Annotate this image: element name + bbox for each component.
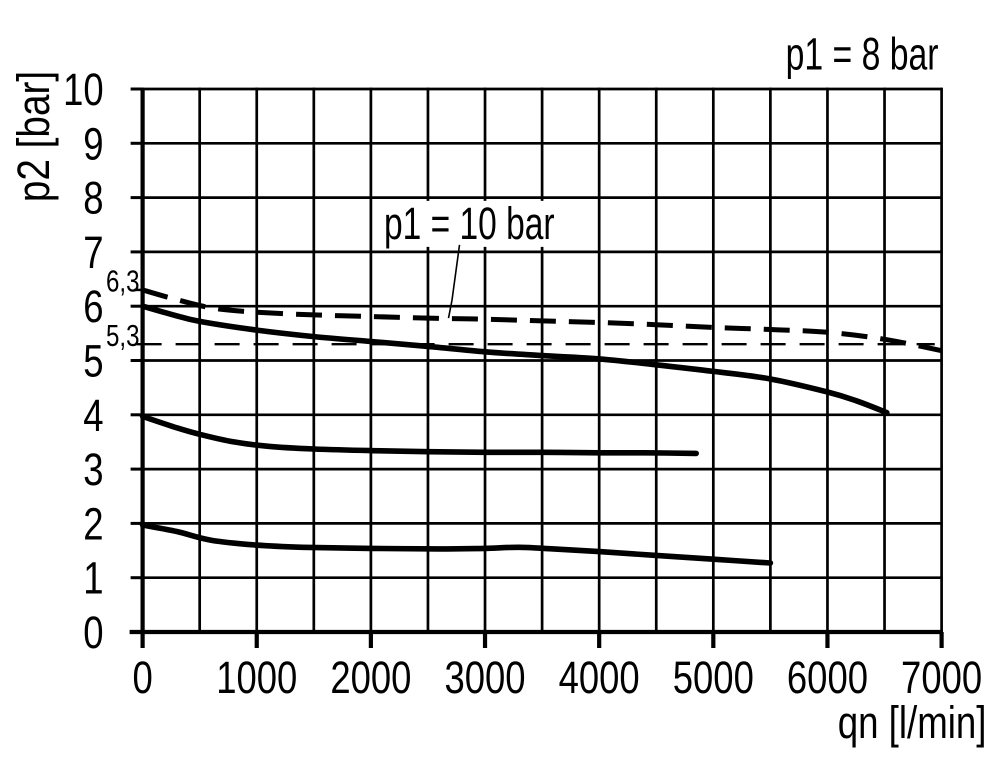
y-tick-label: 6 [83, 281, 103, 332]
y-tick-label: 3 [83, 444, 103, 495]
y-mark-5-3-label: 5,3 [106, 319, 140, 353]
x-axis-label: qn [l/min] [838, 697, 987, 748]
curves [136, 287, 943, 566]
x-tick-label: 5000 [673, 652, 754, 703]
annotation-leader-line [447, 244, 461, 319]
y-tick-label: 8 [83, 173, 103, 224]
y-tick-label: 1 [83, 553, 103, 604]
curve-setting-4bar [139, 413, 699, 457]
curve-p1-10bar [141, 287, 943, 354]
y-mark-6-3-label: 6,3 [106, 264, 140, 298]
grid [141, 87, 943, 634]
y-tick-label: 2 [83, 498, 103, 549]
y-tick-label: 4 [83, 390, 103, 441]
x-tick-label: 3000 [444, 652, 525, 703]
x-tick-label: 2000 [330, 652, 411, 703]
y-axis-label: p2 [bar] [8, 71, 59, 202]
annotation-background [377, 200, 576, 247]
y-tick-label: 7 [83, 227, 103, 278]
x-tick-label: 1000 [216, 652, 297, 703]
y-tick-label: 0 [83, 607, 103, 658]
annotation-p1-10bar: p1 = 10 bar [384, 198, 555, 249]
x-tick-label: 0 [132, 652, 152, 703]
curve-setting-2bar [139, 522, 774, 566]
x-tick-label: 7000 [901, 652, 982, 703]
axes [129, 87, 944, 648]
tick-labels: 0 1000 2000 3000 4000 5000 6000 7000 01234567891… [63, 64, 982, 703]
y-tick-label: 5 [83, 336, 103, 387]
chart-title: p1 = 8 bar [786, 29, 939, 80]
y-tick-label: 9 [83, 118, 103, 169]
x-tick-label: 4000 [559, 652, 640, 703]
curve-p1-8bar [139, 303, 890, 416]
x-tick-label: 6000 [787, 652, 868, 703]
y-tick-label: 10 [63, 64, 104, 115]
